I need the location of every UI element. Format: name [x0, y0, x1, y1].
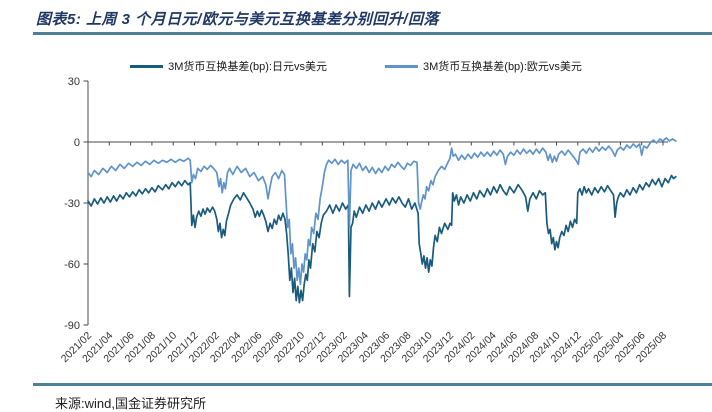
figure-title: 图表5: 上周 3 个月日元/欧元与美元互换基差分别回升/回落 — [36, 11, 440, 28]
svg-text:-60: -60 — [64, 259, 80, 271]
chart-legend: 3M货币互换基差(bp):日元vs美元 3M货币互换基差(bp):欧元vs美元 — [0, 58, 712, 74]
svg-text:0: 0 — [74, 137, 80, 149]
legend-label-eur: 3M货币互换基差(bp):欧元vs美元 — [423, 61, 582, 73]
legend-item-eur: 3M货币互换基差(bp):欧元vs美元 — [385, 58, 582, 74]
svg-text:-30: -30 — [64, 198, 80, 210]
source-divider-rule — [33, 383, 712, 386]
source-text: 来源:wind,国金证券研究所 — [55, 396, 206, 411]
legend-item-jpy: 3M货币互换基差(bp):日元vs美元 — [130, 58, 327, 74]
jpy-line-swatch-icon — [130, 64, 164, 68]
svg-text:30: 30 — [68, 76, 80, 88]
eur-line-swatch-icon — [385, 64, 418, 68]
legend-label-jpy: 3M货币互换基差(bp):日元vs美元 — [168, 61, 327, 73]
title-divider-rule — [33, 32, 712, 35]
svg-text:-90: -90 — [64, 320, 80, 332]
